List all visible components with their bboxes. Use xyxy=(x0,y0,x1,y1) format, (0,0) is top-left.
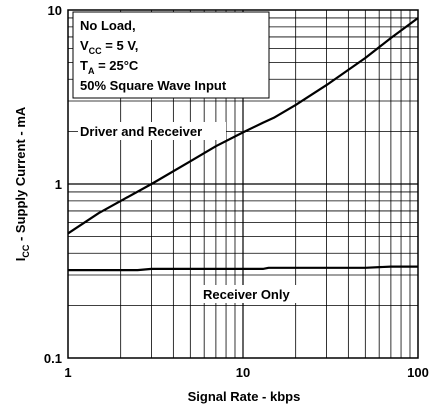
x-tick-label: 1 xyxy=(64,365,71,380)
x-tick-label: 10 xyxy=(236,365,250,380)
series-layer xyxy=(67,17,419,272)
y-tick-label: 1 xyxy=(55,177,62,192)
y-tick-label: 0.1 xyxy=(44,351,62,366)
annotation-line-2: VCC = 5 V, xyxy=(80,38,138,56)
series-line-0 xyxy=(67,17,419,235)
y-tick-label: 10 xyxy=(48,3,62,18)
annotation-line-1: No Load, xyxy=(80,18,136,33)
y-axis-title: ICC - Supply Current - mA xyxy=(13,106,31,261)
plot-frame xyxy=(67,9,419,359)
series-label-receiver-only: Receiver Only xyxy=(203,287,290,302)
series-line-1 xyxy=(68,265,418,272)
annotation-line-3: TA = 25°C xyxy=(80,58,139,76)
series-label-bg-driver xyxy=(78,122,226,140)
x-tick-label: 100 xyxy=(407,365,429,380)
annotation-line-4: 50% Square Wave Input xyxy=(80,78,227,93)
x-axis-title: Signal Rate - kbps xyxy=(188,389,301,404)
series-label-bg-receiver xyxy=(200,285,304,303)
series-label-driver-and-receiver: Driver and Receiver xyxy=(80,124,202,139)
annotation-box xyxy=(72,11,270,99)
